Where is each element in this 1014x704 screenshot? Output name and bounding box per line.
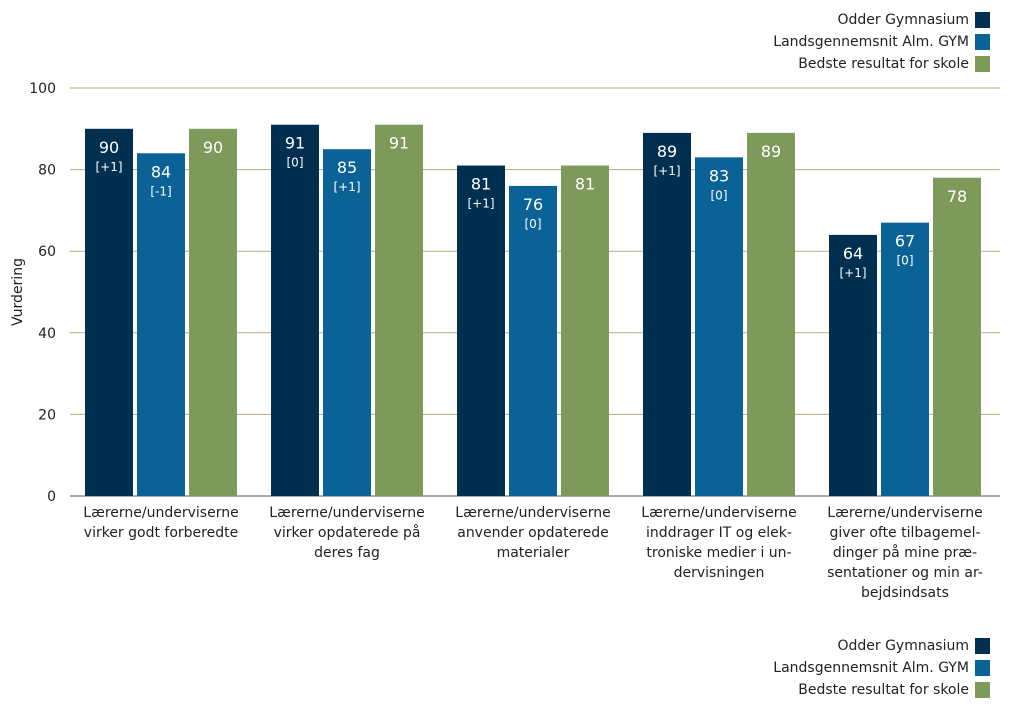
bar-value-label: 78 [947,187,967,206]
legend-item-bedste: Bedste resultat for skole [773,679,990,701]
category-label: Lærerne/underviserne [641,505,796,521]
y-tick-label: 60 [38,244,56,260]
legend-swatch [975,682,990,698]
legend-label: Landsgennemsnit Alm. GYM [773,660,969,676]
bar [881,222,929,496]
category-label: anvender opdaterede [457,525,609,541]
category-label: materialer [497,545,570,561]
bar [271,124,319,496]
category-label: dinger på mine præ- [833,544,977,561]
bar-value-label: 81 [575,175,595,194]
legend-swatch [975,638,990,654]
legend-item-odder: Odder Gymnasium [773,635,990,657]
y-tick-label: 100 [29,81,56,97]
category-label: deres fag [314,545,380,561]
category-label: dervisningen [674,565,765,581]
legend-item-landsgennemsnit: Landsgennemsnit Alm. GYM [773,657,990,679]
bar-value-label: 90 [99,138,119,157]
bar-value-label: 76 [523,195,543,214]
category-label: Lærerne/underviserne [269,505,424,521]
category-label: Lærerne/underviserne [83,505,238,521]
legend-swatch [975,660,990,676]
bar-change-label: [0] [711,188,728,202]
bar-value-label: 81 [471,175,491,194]
legend-top: Odder Gymnasium Landsgennemsnit Alm. GYM… [773,9,990,75]
y-tick-label: 40 [38,326,56,342]
legend-label: Odder Gymnasium [837,12,969,28]
bar-change-label: [+1] [333,180,360,194]
bar-change-label: [+1] [95,160,122,174]
y-tick-label: 20 [38,407,56,423]
legend-swatch [975,34,990,50]
category-label: bejdsindsats [861,585,949,601]
bar [829,234,877,496]
legend-label: Bedste resultat for skole [798,56,969,72]
bar-value-label: 83 [709,166,729,185]
bar [747,132,795,496]
bar-value-label: 91 [389,134,409,153]
bar-value-label: 89 [657,142,677,161]
legend-item-odder: Odder Gymnasium [773,9,990,31]
bar-value-label: 89 [761,142,781,161]
bar-value-label: 64 [843,244,863,263]
bar [933,177,981,496]
bar [457,165,505,496]
legend-item-landsgennemsnit: Landsgennemsnit Alm. GYM [773,31,990,53]
legend-bottom: Odder Gymnasium Landsgennemsnit Alm. GYM… [773,635,990,701]
bar-change-label: [0] [525,217,542,231]
category-label: sentationer og min ar- [827,565,983,581]
legend-label: Landsgennemsnit Alm. GYM [773,34,969,50]
legend-swatch [975,12,990,28]
bar [189,128,237,497]
bar [561,165,609,496]
category-label: giver ofte tilbagemel- [829,525,980,541]
bar [85,128,133,497]
bar [323,149,371,496]
bar [375,124,423,496]
bar [643,132,691,496]
category-label: Lærerne/underviserne [827,505,982,521]
legend-label: Bedste resultat for skole [798,682,969,698]
legend-label: Odder Gymnasium [837,638,969,654]
legend-item-bedste: Bedste resultat for skole [773,53,990,75]
y-tick-label: 80 [38,163,56,179]
category-label: Lærerne/underviserne [455,505,610,521]
bar-change-label: [+1] [467,197,494,211]
bar-value-label: 85 [337,158,357,177]
category-label: troniske medier i un- [646,545,791,561]
y-tick-label: 0 [47,489,56,505]
bar-change-label: [0] [897,254,914,268]
bar [509,185,557,497]
bar-change-label: [0] [287,156,304,170]
category-label: inddrager IT og elek- [646,525,792,541]
bar-value-label: 91 [285,134,305,153]
bar-value-label: 67 [895,232,915,251]
category-label: virker godt forberedte [84,525,238,541]
bar-change-label: [-1] [150,184,171,198]
legend-swatch [975,56,990,72]
bar [137,153,185,496]
bar-change-label: [+1] [839,266,866,280]
category-label: virker opdaterede på [274,524,421,541]
y-axis-title: Vurdering [10,258,26,326]
bar-value-label: 90 [203,138,223,157]
bar-value-label: 84 [151,162,171,181]
bar-change-label: [+1] [653,164,680,178]
bar [695,157,743,497]
